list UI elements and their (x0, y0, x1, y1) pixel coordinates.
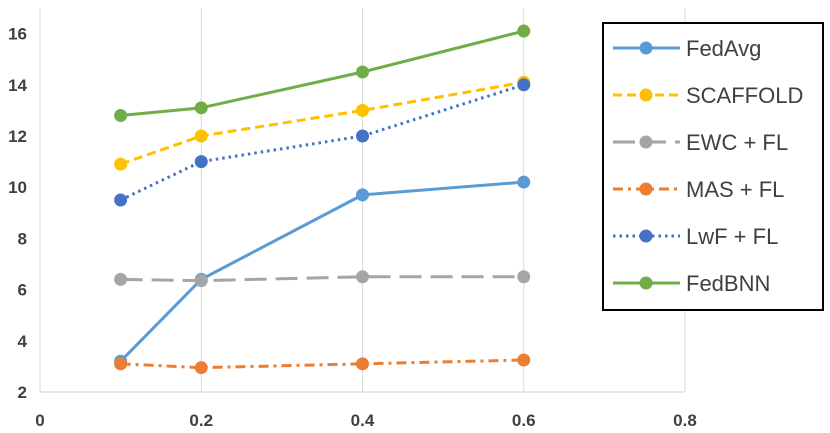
legend-swatch-marker (639, 41, 653, 55)
series-lines (114, 24, 531, 375)
series-mas-fl (114, 353, 531, 375)
x-tick-label: 0 (35, 411, 44, 430)
data-point (517, 175, 531, 189)
legend-swatch-marker (639, 88, 653, 102)
legend-swatch-marker (639, 182, 653, 196)
data-point (114, 157, 128, 171)
data-point (194, 361, 208, 375)
tick-labels: 0 0.2 0.4 0.6 0.8 2 4 6 8 10 12 14 16 (8, 25, 697, 430)
legend-item: EWC + FL (613, 130, 788, 155)
y-tick-label: 8 (18, 229, 27, 248)
y-tick-label: 16 (8, 25, 27, 44)
data-point (356, 188, 369, 202)
data-point (356, 357, 369, 371)
series-line (120, 358, 524, 370)
legend-label: EWC + FL (686, 130, 788, 155)
data-point (114, 272, 128, 286)
data-point (114, 357, 128, 371)
legend-swatch-marker (639, 276, 653, 290)
x-tick-label: 0.4 (351, 411, 375, 430)
series-line (119, 180, 524, 363)
legend-label: SCAFFOLD (686, 83, 803, 108)
data-point (194, 129, 208, 143)
data-point (194, 155, 208, 169)
y-tick-label: 14 (8, 76, 27, 95)
x-tick-label: 0.6 (512, 411, 536, 430)
legend-item: FedBNN (613, 271, 770, 296)
legend-swatch-marker (639, 229, 653, 243)
data-point (517, 78, 531, 92)
data-point (517, 24, 531, 38)
data-point (517, 353, 531, 367)
series-ewc-fl (114, 270, 531, 288)
series-line (119, 83, 525, 202)
legend-item: MAS + FL (613, 177, 784, 202)
legend-item: LwF + FL (613, 224, 778, 249)
legend-label: FedAvg (686, 36, 761, 61)
series-lwf-fl (114, 78, 531, 207)
series-line (120, 29, 525, 118)
data-point (356, 65, 369, 79)
y-tick-label: 4 (18, 332, 28, 351)
x-tick-label: 0.8 (673, 411, 697, 430)
series-fedbnn (114, 24, 531, 123)
legend-swatch-marker (639, 135, 653, 149)
data-point (356, 103, 369, 117)
data-point (114, 109, 128, 123)
legend-item: FedAvg (613, 36, 761, 61)
legend-box (602, 22, 824, 311)
y-tick-label: 12 (8, 127, 27, 146)
legend-item: SCAFFOLD (613, 83, 803, 108)
series-line (120, 275, 524, 283)
data-point (194, 101, 208, 115)
series-fedavg (114, 175, 531, 368)
legend-label: LwF + FL (686, 224, 778, 249)
y-tick-label: 6 (18, 281, 27, 300)
legend-label: MAS + FL (686, 177, 784, 202)
series-line (120, 80, 525, 166)
x-tick-label: 0.2 (189, 411, 213, 430)
legend: FedAvg SCAFFOLD EWC + FL MAS + FL LwF + FL Fe… (602, 22, 824, 311)
legend-label: FedBNN (686, 271, 770, 296)
y-tick-label: 10 (8, 178, 27, 197)
data-point (194, 274, 208, 288)
data-point (356, 129, 369, 143)
data-point (114, 193, 128, 207)
data-point (517, 270, 531, 284)
series-scaffold (114, 75, 531, 171)
data-point (356, 270, 369, 284)
y-tick-label: 2 (18, 383, 27, 402)
